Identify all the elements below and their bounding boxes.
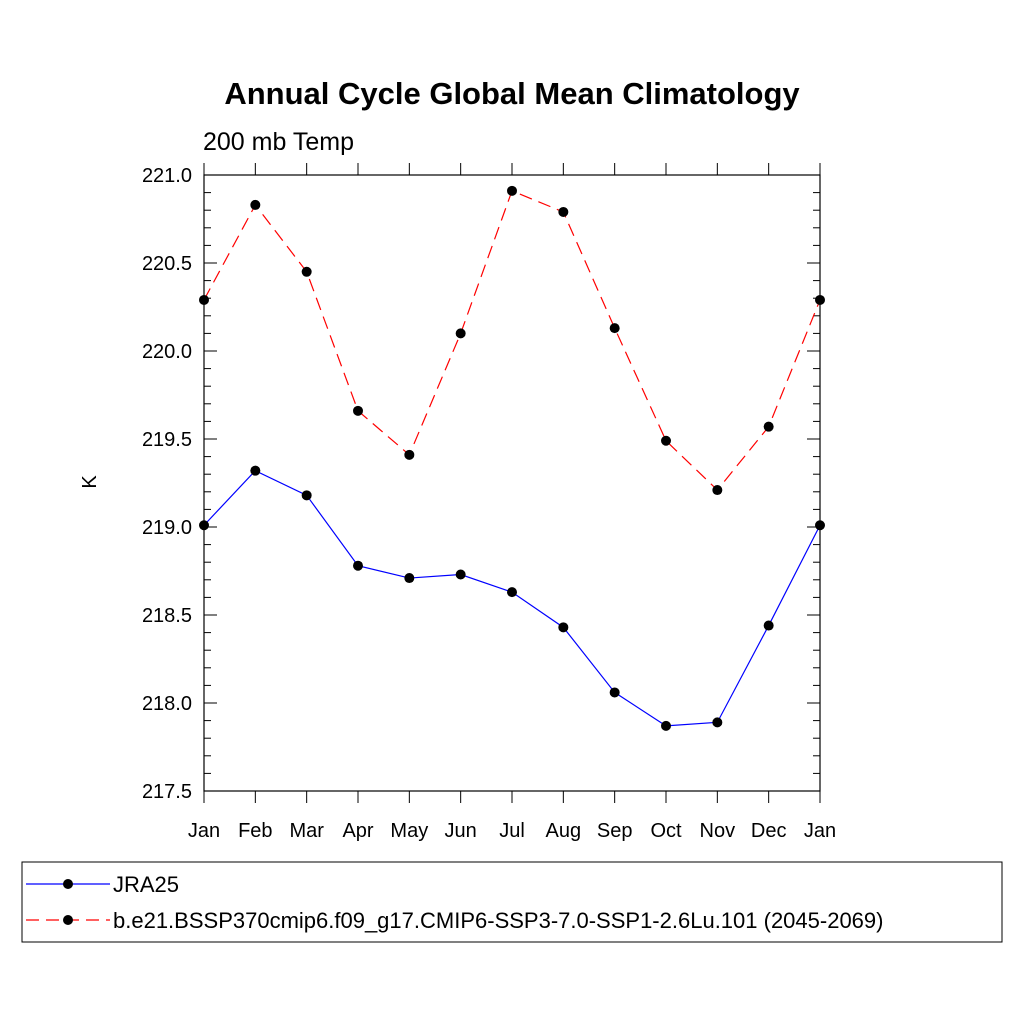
data-point [353,405,363,416]
data-point [712,485,723,496]
legend-marker-2 [63,915,73,925]
x-tick-label: Jun [445,820,477,842]
data-point [250,199,261,210]
y-tick-label: 218.5 [142,605,192,627]
x-tick-label: Mar [289,820,324,842]
data-point [712,717,723,728]
y-tick-label: 219.0 [142,517,192,539]
data-point [455,569,466,580]
x-tick-label: Jan [188,820,220,842]
data-point [250,465,261,476]
axis-ticks: 217.5 218.0 218.5 219.0 219.5 220.0 220.5 221.0… [142,163,836,842]
y-axis-label: K [79,475,101,489]
x-tick-label: Jan [804,820,836,842]
data-point [558,622,569,633]
x-tick-label: Nov [700,820,736,842]
data-point [609,687,620,698]
data-point [661,720,671,731]
x-tick-label: Aug [546,820,582,842]
data-point [763,421,774,432]
legend-label-2: b.e21.BSSP370cmip6.f09_g17.CMIP6-SSP3-7.… [113,908,883,933]
legend-label-1: JRA25 [113,872,179,897]
series-line-1 [203,469,821,727]
x-tick-label: Jul [499,820,525,842]
legend-marker-1 [63,879,73,889]
data-point [404,449,415,460]
y-tick-label: 221.0 [142,165,192,187]
chart-title: Annual Cycle Global Mean Climatology [224,76,800,111]
data-point [558,206,569,217]
data-point [763,620,774,631]
data-point [507,185,517,196]
y-tick-label: 219.5 [142,429,192,451]
x-tick-label: Feb [238,820,272,842]
data-point [455,328,466,339]
data-point [353,560,363,571]
legend: JRA25 b.e21.BSSP370cmip6.f09_g17.CMIP6-SS… [21,861,1003,943]
series-line-2 [203,190,821,491]
data-point [661,435,671,446]
data-point [404,573,415,584]
x-tick-label: Oct [650,820,682,842]
y-tick-label: 217.5 [142,781,192,803]
chart-subtitle: 200 mb Temp [203,128,354,156]
data-point [609,323,620,334]
x-tick-label: May [390,820,428,842]
y-tick-label: 220.0 [142,341,192,363]
plot-frame [203,174,821,792]
series-layer [199,185,825,731]
x-tick-label: Dec [751,820,787,842]
y-tick-label: 220.5 [142,253,192,275]
x-tick-label: Sep [597,820,633,842]
legend-frame [21,861,1003,943]
x-tick-label: Apr [342,820,373,842]
data-point [301,490,312,501]
data-point [507,587,517,598]
data-point [301,266,312,277]
y-tick-label: 218.0 [142,693,192,715]
